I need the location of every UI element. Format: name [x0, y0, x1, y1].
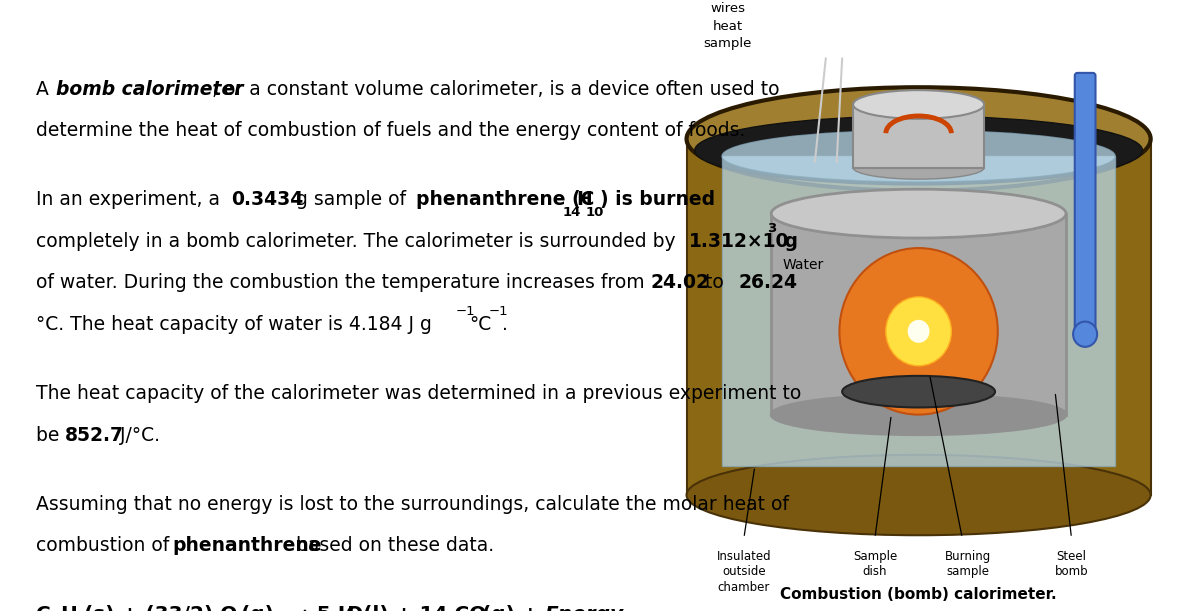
Ellipse shape: [686, 87, 1151, 191]
Text: determine the heat of combustion of fuels and the energy content of foods.: determine the heat of combustion of fuel…: [36, 121, 745, 141]
Text: g: g: [778, 232, 798, 251]
Text: phenanthrene (C: phenanthrene (C: [416, 190, 595, 210]
Text: g sample of: g sample of: [289, 190, 412, 210]
Text: 1.312×10: 1.312×10: [689, 232, 790, 251]
FancyBboxPatch shape: [772, 214, 1066, 415]
Ellipse shape: [686, 455, 1151, 535]
Text: 26.24: 26.24: [738, 273, 797, 293]
Text: −1: −1: [488, 305, 508, 318]
FancyBboxPatch shape: [686, 139, 1151, 495]
Ellipse shape: [772, 189, 1066, 238]
Text: 24.02: 24.02: [650, 273, 709, 293]
Text: ) is burned: ) is burned: [600, 190, 715, 210]
Text: of water. During the combustion the temperature increases from: of water. During the combustion the temp…: [36, 273, 650, 293]
Text: dish: dish: [863, 565, 887, 578]
Text: combustion of: combustion of: [36, 536, 175, 555]
Text: J/°C.: J/°C.: [114, 425, 160, 445]
Text: , or a constant volume calorimeter, is a device often used to: , or a constant volume calorimeter, is a…: [211, 79, 779, 99]
Text: The heat capacity of the calorimeter was determined in a previous experiment to: The heat capacity of the calorimeter was…: [36, 384, 802, 403]
FancyBboxPatch shape: [722, 156, 1115, 466]
Text: bomb calorimeter: bomb calorimeter: [55, 79, 242, 99]
Text: (s) + (33/2) O: (s) + (33/2) O: [84, 605, 238, 611]
Text: Energy: Energy: [545, 605, 624, 611]
Text: A: A: [36, 79, 55, 99]
Text: Steel: Steel: [1056, 550, 1086, 563]
Text: heat: heat: [713, 20, 743, 32]
Circle shape: [1073, 321, 1097, 347]
Ellipse shape: [722, 130, 1115, 182]
Text: be: be: [36, 425, 65, 445]
Text: H: H: [60, 605, 77, 611]
Text: H: H: [576, 190, 592, 210]
Circle shape: [907, 320, 930, 343]
Ellipse shape: [853, 90, 984, 119]
Text: phenanthrene: phenanthrene: [173, 536, 322, 555]
Circle shape: [840, 248, 997, 415]
Text: based on these data.: based on these data.: [289, 536, 493, 555]
Text: Combustion (bomb) calorimeter.: Combustion (bomb) calorimeter.: [780, 587, 1057, 602]
Circle shape: [886, 297, 952, 366]
Text: completely in a bomb calorimeter. The calorimeter is surrounded by: completely in a bomb calorimeter. The ca…: [36, 232, 682, 251]
Text: In an experiment, a: In an experiment, a: [36, 190, 226, 210]
Text: (g) ⟶ 5 H: (g) ⟶ 5 H: [241, 605, 355, 611]
Text: .: .: [502, 315, 508, 334]
Text: Sample: Sample: [853, 550, 898, 563]
Text: Burning: Burning: [944, 550, 991, 563]
Text: 14: 14: [563, 207, 581, 219]
Text: Water: Water: [782, 258, 823, 273]
FancyBboxPatch shape: [853, 104, 984, 167]
Text: 852.7: 852.7: [65, 425, 125, 445]
Ellipse shape: [853, 156, 984, 179]
Text: C: C: [36, 605, 50, 611]
Text: 10: 10: [586, 207, 605, 219]
Text: 3: 3: [767, 222, 776, 235]
Ellipse shape: [842, 376, 995, 408]
Ellipse shape: [772, 395, 1066, 435]
FancyBboxPatch shape: [1075, 73, 1096, 337]
Text: °C: °C: [469, 315, 491, 334]
Text: Insulated: Insulated: [716, 550, 772, 563]
Text: −1: −1: [455, 305, 475, 318]
Text: °C. The heat capacity of water is 4.184 J g: °C. The heat capacity of water is 4.184 …: [36, 315, 432, 334]
Text: (g) +: (g) +: [481, 605, 546, 611]
Text: chamber: chamber: [718, 580, 770, 594]
Text: bomb: bomb: [1055, 565, 1088, 578]
Text: sample: sample: [703, 37, 751, 50]
Text: outside: outside: [722, 565, 766, 578]
Text: wires: wires: [710, 2, 745, 15]
Text: sample: sample: [947, 565, 989, 578]
Ellipse shape: [695, 116, 1142, 185]
Text: 0.3434: 0.3434: [230, 190, 304, 210]
Text: O(l) + 14 CO: O(l) + 14 CO: [346, 605, 486, 611]
Text: to: to: [698, 273, 730, 293]
Text: Assuming that no energy is lost to the surroundings, calculate the molar heat of: Assuming that no energy is lost to the s…: [36, 494, 788, 514]
